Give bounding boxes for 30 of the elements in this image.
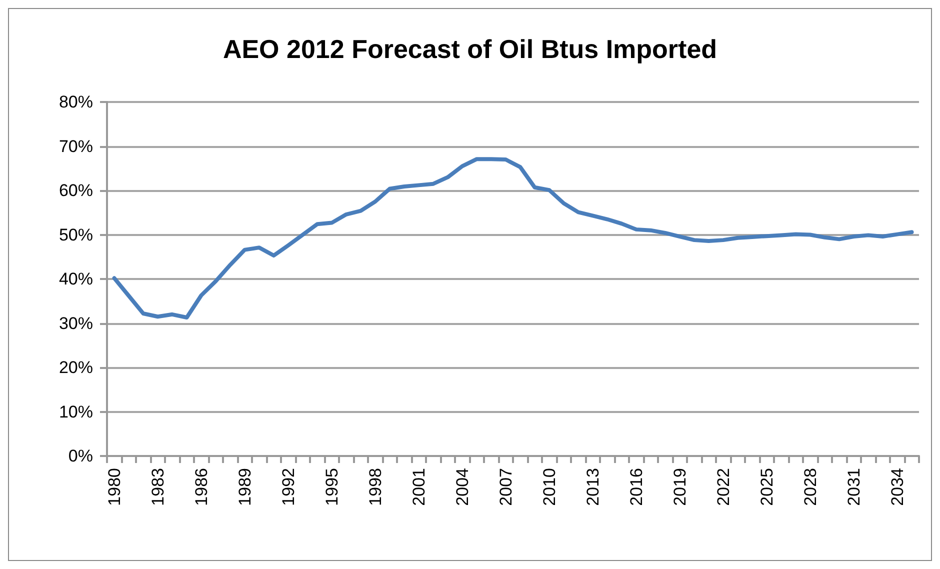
y-tick-label: 30% xyxy=(58,314,93,333)
x-tick-label: 2016 xyxy=(626,468,646,506)
x-tick-label: 2007 xyxy=(496,468,516,506)
y-tick-label: 10% xyxy=(58,402,93,422)
y-tick-label: 20% xyxy=(58,358,93,377)
y-tick-label: 50% xyxy=(58,225,93,244)
x-tick-label: 1989 xyxy=(235,468,254,506)
x-tick-label: 2001 xyxy=(409,468,428,506)
x-tick-label: 2022 xyxy=(714,468,733,506)
y-tick-label: 40% xyxy=(58,270,93,288)
y-tick-label: 70% xyxy=(58,136,93,156)
y-tick-label: 80% xyxy=(58,92,93,112)
y-tick-label: 60% xyxy=(58,181,93,200)
x-tick-label: 2019 xyxy=(670,468,690,506)
x-tick-label: 2034 xyxy=(888,468,907,506)
x-tick-label: 2004 xyxy=(452,468,472,506)
x-tick-label: 2025 xyxy=(757,468,776,506)
x-tick-label: 1992 xyxy=(278,468,298,506)
x-tick-label: 2010 xyxy=(540,468,559,506)
y-tick-label: 0% xyxy=(68,446,93,466)
x-tick-label: 1986 xyxy=(192,468,211,506)
chart-title: AEO 2012 Forecast of Oil Btus Imported xyxy=(222,34,718,64)
x-tick-label: 1995 xyxy=(322,468,342,506)
x-tick-label: 1983 xyxy=(148,468,168,506)
x-tick-label: 1980 xyxy=(104,468,124,506)
x-tick-label: 2028 xyxy=(800,468,820,506)
line-series xyxy=(112,157,914,320)
x-tick-label: 2013 xyxy=(583,468,602,506)
x-tick-label: 2031 xyxy=(844,468,864,506)
x-tick-label: 1998 xyxy=(366,468,385,506)
